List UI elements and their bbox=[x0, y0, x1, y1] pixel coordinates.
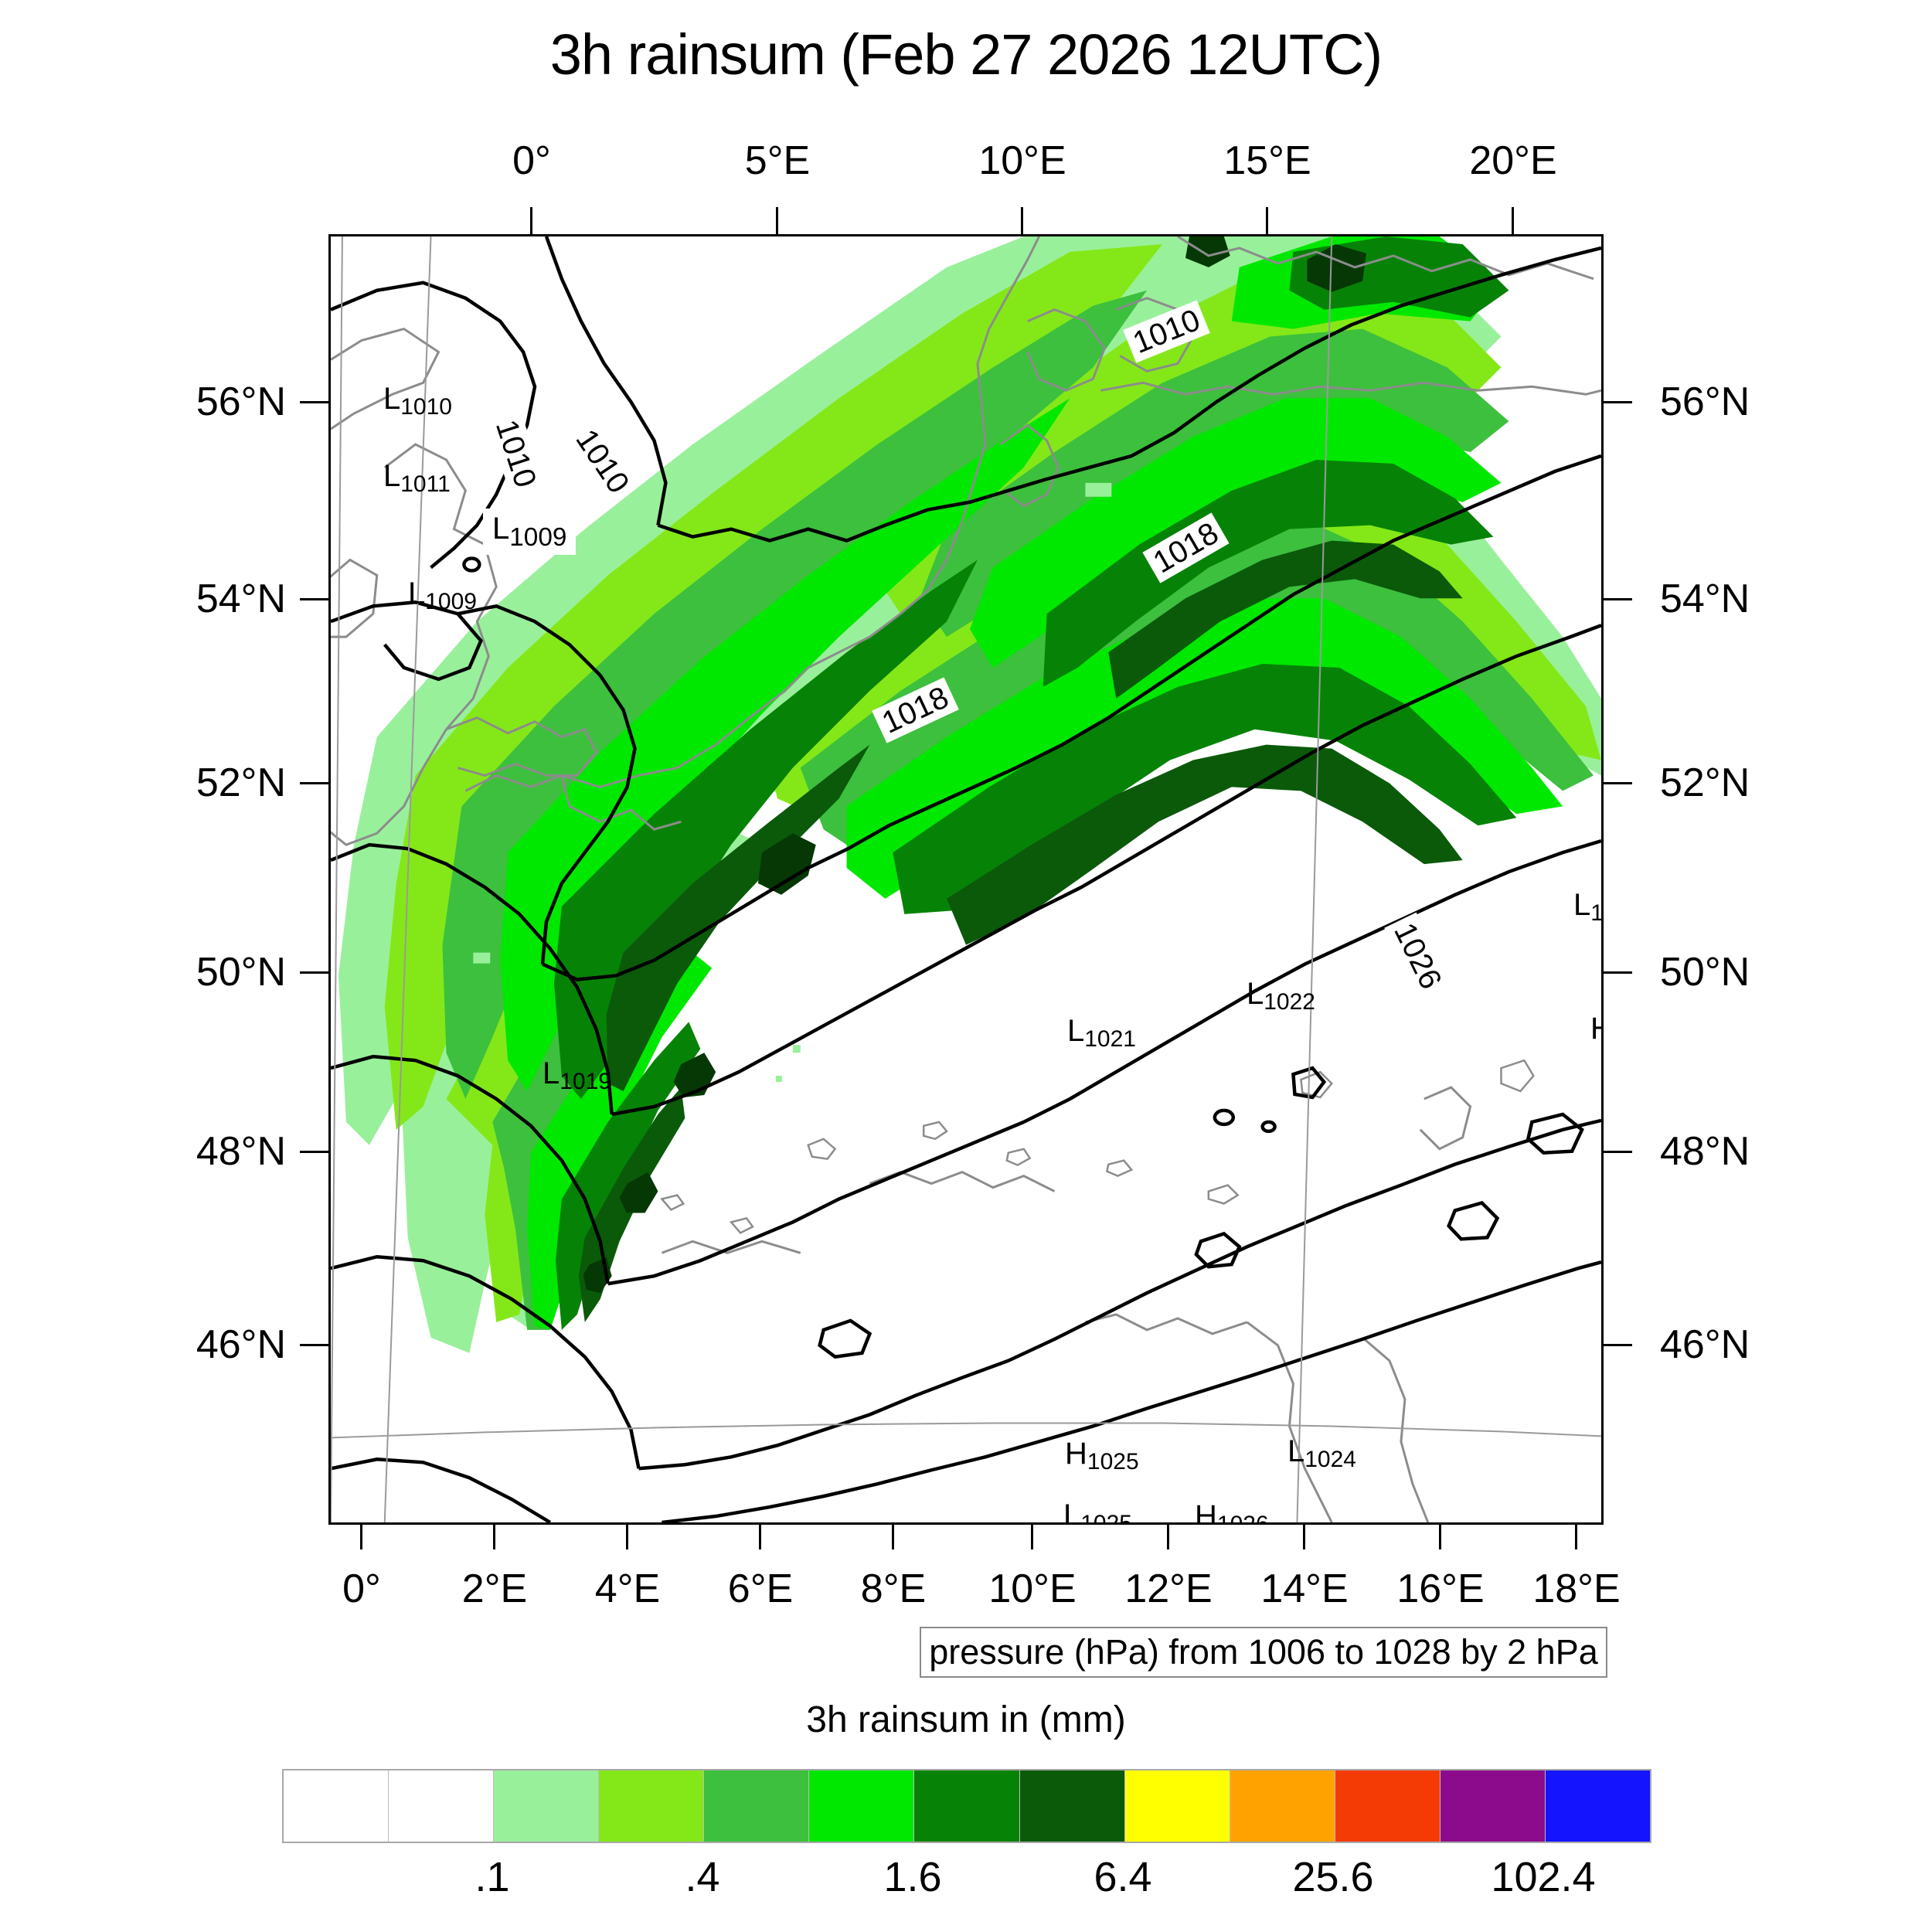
colorbar[interactable] bbox=[282, 1769, 1651, 1843]
extremum-label-h-edge: H bbox=[1590, 1013, 1601, 1044]
extremum-label-h1025: H1025 bbox=[1065, 1437, 1139, 1475]
left-tick-54n bbox=[300, 598, 329, 600]
colorbar-cell-3[interactable] bbox=[599, 1770, 705, 1842]
colorbar-cell-6[interactable] bbox=[914, 1770, 1020, 1842]
extremum-label-h1026: H1026 bbox=[1195, 1499, 1269, 1525]
extremum-label-l1022: L1022 bbox=[1247, 977, 1315, 1015]
bottom-tick-label-6: 12°E bbox=[1124, 1566, 1213, 1611]
bottom-tick-8 bbox=[1439, 1525, 1441, 1549]
left-tick-label-48n: 48°N bbox=[196, 1129, 286, 1174]
right-tick-label-54n: 54°N bbox=[1660, 577, 1750, 621]
isobar-layer bbox=[331, 236, 1601, 1522]
colorbar-caption: 3h rainsum in (mm) bbox=[806, 1699, 1126, 1740]
right-tick-50n bbox=[1603, 971, 1632, 974]
bottom-tick-label-7: 14°E bbox=[1260, 1566, 1349, 1611]
extremum-label-l1019: L1019 bbox=[543, 1056, 611, 1094]
bottom-tick-5 bbox=[1031, 1525, 1033, 1549]
extremum-label-l1024: L1024 bbox=[1287, 1434, 1356, 1472]
top-tick-2 bbox=[1021, 207, 1023, 234]
extremum-label-l1009b: L1009 bbox=[408, 577, 477, 614]
colorbar-label-5: 102.4 bbox=[1491, 1854, 1596, 1900]
bottom-tick-label-2: 4°E bbox=[594, 1566, 661, 1611]
colorbar-cell-1[interactable] bbox=[389, 1770, 495, 1842]
top-tick-label-0: 0° bbox=[512, 138, 551, 183]
extremum-label-l1025-low: L1025 bbox=[1063, 1498, 1132, 1525]
bottom-tick-label-0: 0° bbox=[342, 1566, 381, 1611]
graticule-layer bbox=[331, 236, 1601, 1522]
map-panel[interactable]: L1010 L1011 L1009 L1009 L1019 L1021 L102… bbox=[328, 234, 1604, 1525]
left-tick-46n bbox=[300, 1344, 329, 1346]
pressure-legend-text: pressure (hPa) from 1006 to 1028 by 2 hP… bbox=[929, 1632, 1598, 1672]
right-tick-label-50n: 50°N bbox=[1660, 950, 1750, 995]
right-tick-label-48n: 48°N bbox=[1660, 1129, 1750, 1174]
map-canvas bbox=[331, 236, 1601, 1522]
colorbar-label-0: .1 bbox=[474, 1854, 510, 1900]
bottom-tick-label-3: 6°E bbox=[727, 1566, 794, 1611]
left-tick-label-56n: 56°N bbox=[196, 379, 286, 424]
top-tick-label-1: 5°E bbox=[744, 138, 811, 183]
left-tick-50n bbox=[300, 971, 329, 974]
bottom-tick-0 bbox=[360, 1525, 362, 1549]
colorbar-cell-2[interactable] bbox=[494, 1770, 600, 1842]
left-tick-label-50n: 50°N bbox=[196, 950, 286, 995]
left-tick-label-52n: 52°N bbox=[196, 760, 286, 805]
right-tick-54n bbox=[1603, 598, 1632, 600]
left-tick-52n bbox=[300, 782, 329, 784]
left-tick-48n bbox=[300, 1151, 329, 1153]
bottom-tick-9 bbox=[1575, 1525, 1577, 1549]
bottom-tick-1 bbox=[493, 1525, 495, 1549]
top-tick-label-4: 20°E bbox=[1469, 138, 1557, 183]
right-tick-label-46n: 46°N bbox=[1660, 1322, 1750, 1367]
bottom-tick-4 bbox=[892, 1525, 894, 1549]
top-tick-label-3: 15°E bbox=[1223, 138, 1311, 183]
right-tick-46n bbox=[1603, 1344, 1632, 1346]
colorbar-cell-8[interactable] bbox=[1124, 1770, 1230, 1842]
page-title: 3h rainsum (Feb 27 2026 12UTC) bbox=[549, 22, 1383, 87]
colorbar-label-4: 25.6 bbox=[1292, 1854, 1374, 1900]
colorbar-cell-4[interactable] bbox=[704, 1770, 810, 1842]
colorbar-cell-0[interactable] bbox=[284, 1770, 389, 1842]
bottom-tick-label-8: 16°E bbox=[1396, 1566, 1485, 1611]
right-tick-label-52n: 52°N bbox=[1660, 760, 1750, 805]
bottom-tick-3 bbox=[759, 1525, 761, 1549]
top-tick-3 bbox=[1266, 207, 1268, 234]
bottom-tick-label-5: 10°E bbox=[988, 1566, 1077, 1611]
bottom-tick-label-4: 8°E bbox=[860, 1566, 927, 1611]
left-tick-56n bbox=[300, 401, 329, 403]
bottom-tick-7 bbox=[1303, 1525, 1305, 1549]
right-tick-56n bbox=[1603, 401, 1632, 403]
extremum-label-l1010: L1010 bbox=[383, 382, 452, 420]
top-tick-label-2: 10°E bbox=[978, 138, 1066, 183]
top-tick-4 bbox=[1512, 207, 1514, 234]
colorbar-cell-11[interactable] bbox=[1440, 1770, 1546, 1842]
extremum-label-l1009a: L1009 bbox=[483, 509, 577, 555]
top-tick-0 bbox=[530, 207, 532, 234]
colorbar-label-3: 6.4 bbox=[1094, 1854, 1152, 1900]
bottom-tick-6 bbox=[1167, 1525, 1169, 1549]
colorbar-cell-5[interactable] bbox=[809, 1770, 915, 1842]
precip-shading bbox=[338, 236, 1601, 1353]
colorbar-cell-12[interactable] bbox=[1545, 1770, 1651, 1842]
colorbar-label-1: .4 bbox=[685, 1854, 720, 1900]
right-tick-label-56n: 56°N bbox=[1660, 379, 1750, 424]
extremum-label-l1011: L1011 bbox=[383, 459, 451, 497]
right-tick-52n bbox=[1603, 782, 1632, 784]
left-tick-label-46n: 46°N bbox=[196, 1322, 286, 1367]
colorbar-cell-10[interactable] bbox=[1335, 1770, 1440, 1842]
extremum-label-l-edge: L1 bbox=[1573, 888, 1604, 926]
right-tick-48n bbox=[1603, 1151, 1632, 1153]
colorbar-cell-9[interactable] bbox=[1230, 1770, 1335, 1842]
extremum-label-l1021: L1021 bbox=[1067, 1014, 1136, 1052]
bottom-tick-label-1: 2°E bbox=[461, 1566, 528, 1611]
colorbar-cell-7[interactable] bbox=[1019, 1770, 1125, 1842]
bottom-tick-label-9: 18°E bbox=[1532, 1566, 1621, 1611]
pressure-legend-box: pressure (hPa) from 1006 to 1028 by 2 hP… bbox=[920, 1627, 1607, 1678]
colorbar-label-2: 1.6 bbox=[883, 1854, 942, 1900]
bottom-tick-2 bbox=[626, 1525, 628, 1549]
left-tick-label-54n: 54°N bbox=[196, 577, 286, 621]
top-tick-1 bbox=[776, 207, 778, 234]
